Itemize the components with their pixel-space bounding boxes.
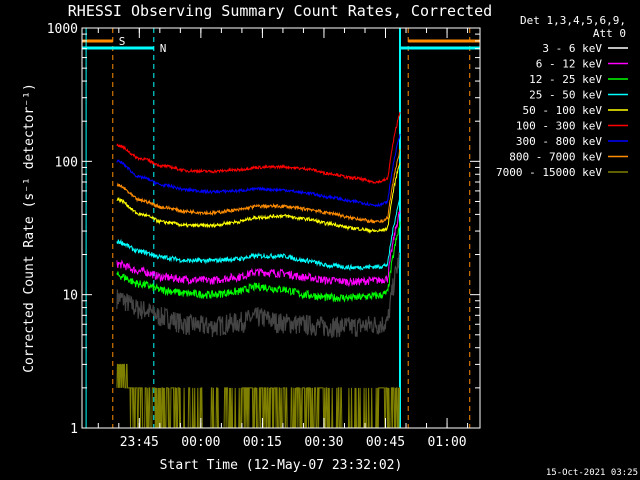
legend-entry-label: 3 - 6 keV bbox=[542, 42, 602, 55]
series-line bbox=[116, 162, 401, 234]
legend-entry-label: 12 - 25 keV bbox=[529, 73, 602, 86]
x-tick-label: 01:00 bbox=[427, 435, 466, 450]
y-axis-label: Corrected Count Rate (s⁻¹ detector⁻¹) bbox=[22, 83, 37, 373]
axes: 1 10 100 1000 23:45 00:00 00:15 00:30 00:45 01:00 bbox=[47, 22, 480, 450]
series-line bbox=[116, 221, 401, 303]
x-tick-label: 00:15 bbox=[243, 435, 282, 450]
plot-frame bbox=[81, 27, 481, 429]
legend-entry-label: 25 - 50 keV bbox=[529, 89, 602, 102]
marker-label: N bbox=[160, 42, 167, 55]
y-tick-label: 1000 bbox=[47, 22, 78, 37]
series-line bbox=[116, 133, 401, 208]
footer-timestamp: 15-Oct-2021 03:25 bbox=[546, 468, 638, 478]
y-tick-label: 10 bbox=[62, 289, 78, 304]
series-line bbox=[116, 251, 401, 338]
x-tick-label: 00:30 bbox=[304, 435, 343, 450]
y-tick-label: 1 bbox=[70, 422, 78, 437]
legend-entry-label: 7000 - 15000 keV bbox=[496, 166, 602, 179]
legend-header: Det 1,3,4,5,6,9, bbox=[520, 14, 626, 27]
series-line bbox=[116, 111, 401, 185]
legend-entry-label: 300 - 800 keV bbox=[516, 135, 602, 148]
legend: Det 1,3,4,5,6,9,Att 0 3 - 6 keV 6 - 12 keV… bbox=[496, 14, 628, 179]
legend-header: Att 0 bbox=[593, 27, 626, 40]
legend-entry-label: 50 - 100 keV bbox=[523, 104, 603, 117]
series-line bbox=[116, 210, 401, 288]
x-tick-label: 00:45 bbox=[366, 435, 405, 450]
y-tick-label: 100 bbox=[55, 155, 78, 170]
legend-entry-label: 100 - 300 keV bbox=[516, 120, 602, 133]
legend-entry-label: 800 - 7000 keV bbox=[509, 151, 602, 164]
x-axis-label: Start Time (12-May-07 23:32:02) bbox=[160, 458, 403, 473]
x-tick-label: 23:45 bbox=[120, 435, 159, 450]
chart-title: RHESSI Observing Summary Count Rates, Co… bbox=[68, 2, 492, 20]
x-tick-label: 00:00 bbox=[181, 435, 220, 450]
series-line bbox=[116, 198, 401, 272]
marker-label: S bbox=[119, 35, 126, 48]
series-line bbox=[116, 148, 401, 224]
marker-lines: SN bbox=[82, 28, 480, 428]
legend-entry-label: 6 - 12 keV bbox=[536, 58, 603, 71]
